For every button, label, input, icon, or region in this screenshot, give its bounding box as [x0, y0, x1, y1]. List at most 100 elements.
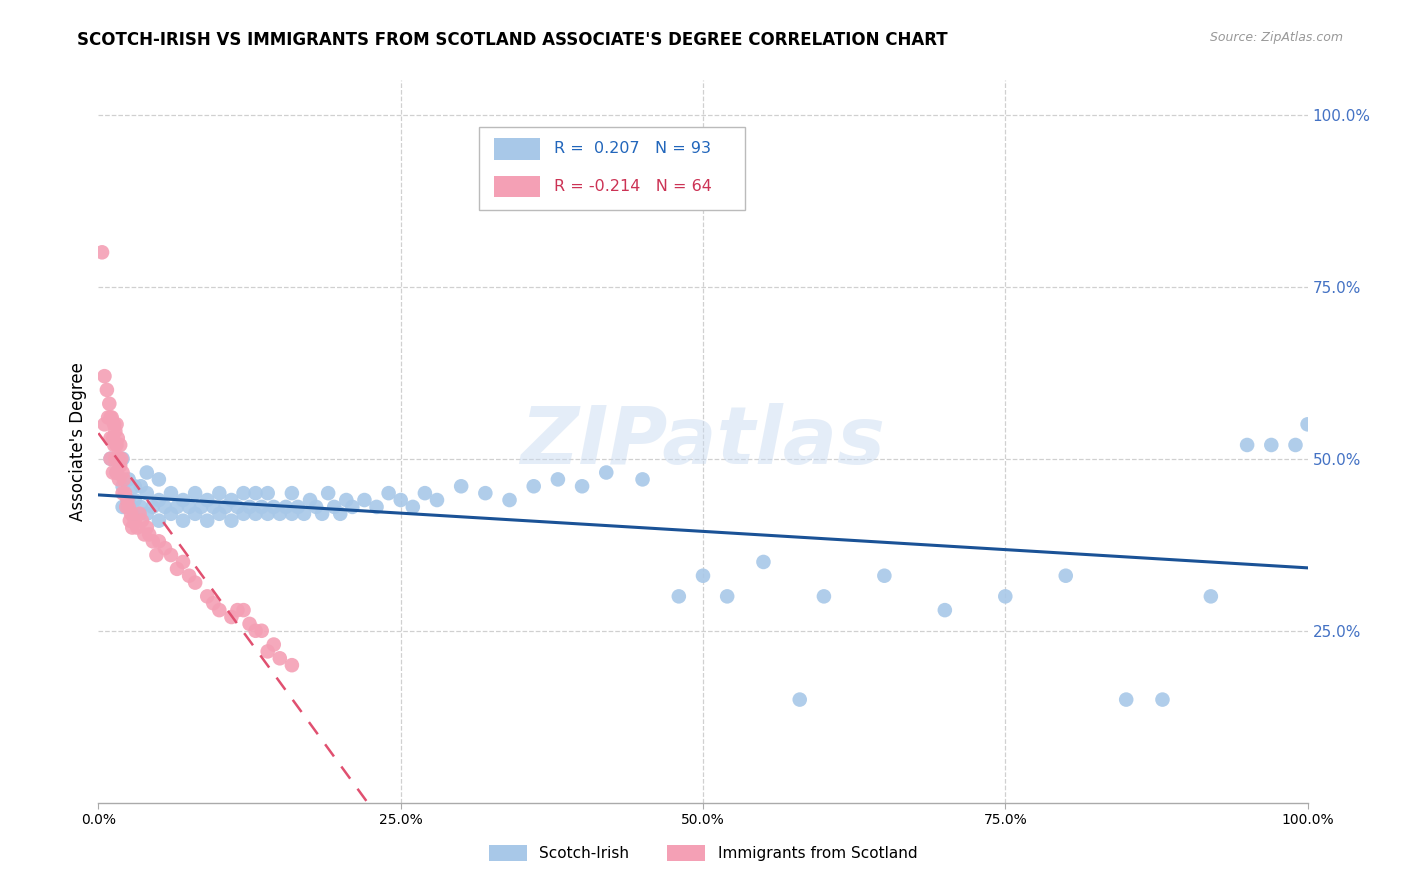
Point — [1296, 417, 1319, 432]
Point — [208, 507, 231, 521]
Point — [413, 486, 436, 500]
Point — [135, 466, 157, 480]
Point — [184, 486, 207, 500]
Point — [172, 555, 194, 569]
Point — [329, 507, 352, 521]
Point — [752, 555, 775, 569]
Point — [668, 590, 690, 604]
Point — [402, 500, 425, 514]
Point — [108, 458, 131, 473]
Point — [110, 451, 132, 466]
Point — [135, 520, 157, 534]
Point — [124, 479, 146, 493]
Point — [117, 493, 139, 508]
Point — [108, 451, 131, 466]
Point — [105, 438, 128, 452]
Point — [221, 493, 243, 508]
Point — [873, 568, 896, 582]
Point — [148, 514, 170, 528]
Point — [179, 500, 201, 514]
Point — [498, 493, 520, 508]
Point — [131, 514, 153, 528]
Point — [595, 466, 617, 480]
Point — [148, 472, 170, 486]
Point — [111, 500, 134, 514]
Point — [269, 507, 291, 521]
Point — [631, 472, 654, 486]
Text: Source: ZipAtlas.com: Source: ZipAtlas.com — [1209, 31, 1343, 45]
Point — [138, 527, 160, 541]
Point — [311, 507, 333, 521]
Point — [195, 493, 218, 508]
Text: SCOTCH-IRISH VS IMMIGRANTS FROM SCOTLAND ASSOCIATE'S DEGREE CORRELATION CHART: SCOTCH-IRISH VS IMMIGRANTS FROM SCOTLAND… — [77, 31, 948, 49]
Point — [108, 472, 131, 486]
Point — [160, 548, 183, 562]
Point — [232, 603, 254, 617]
Point — [323, 500, 346, 514]
Point — [153, 500, 176, 514]
Point — [1115, 692, 1137, 706]
Point — [104, 424, 127, 438]
Point — [263, 500, 285, 514]
Point — [105, 466, 128, 480]
Point — [1199, 590, 1222, 604]
Point — [97, 410, 120, 425]
Point — [547, 472, 569, 486]
Point — [100, 451, 122, 466]
Point — [250, 624, 273, 638]
Point — [148, 493, 170, 508]
Point — [256, 644, 278, 658]
Point — [245, 507, 267, 521]
Point — [1236, 438, 1258, 452]
Point — [100, 410, 122, 425]
Point — [172, 493, 194, 508]
Point — [221, 610, 243, 624]
Point — [523, 479, 546, 493]
Point — [1284, 438, 1306, 452]
Text: R = -0.214   N = 64: R = -0.214 N = 64 — [554, 179, 713, 194]
Point — [389, 493, 412, 508]
Point — [111, 451, 134, 466]
Point — [114, 486, 136, 500]
Point — [263, 638, 285, 652]
Point — [281, 507, 304, 521]
Text: ZIPatlas: ZIPatlas — [520, 402, 886, 481]
Point — [256, 507, 278, 521]
Point — [103, 417, 125, 432]
Point — [269, 651, 291, 665]
Point — [129, 500, 152, 514]
Point — [101, 466, 124, 480]
Point — [108, 438, 131, 452]
Point — [813, 590, 835, 604]
Point — [153, 541, 176, 556]
Point — [716, 590, 738, 604]
Point — [245, 624, 267, 638]
Point — [124, 493, 146, 508]
Point — [127, 520, 149, 534]
Point — [111, 479, 134, 493]
Point — [377, 486, 399, 500]
Point — [91, 245, 114, 260]
Point — [250, 500, 273, 514]
Point — [202, 500, 225, 514]
Point — [450, 479, 472, 493]
Point — [245, 486, 267, 500]
Point — [105, 417, 128, 432]
Point — [214, 500, 236, 514]
Point — [160, 507, 183, 521]
Point — [128, 507, 150, 521]
Point — [287, 500, 309, 514]
Point — [111, 466, 134, 480]
Point — [100, 431, 122, 445]
Point — [124, 507, 146, 521]
Point — [934, 603, 956, 617]
Point — [179, 568, 201, 582]
FancyBboxPatch shape — [494, 176, 540, 197]
Point — [135, 486, 157, 500]
Point — [335, 493, 357, 508]
Point — [202, 596, 225, 610]
Point — [111, 486, 134, 500]
Point — [1054, 568, 1077, 582]
Point — [426, 493, 449, 508]
Legend: Scotch-Irish, Immigrants from Scotland: Scotch-Irish, Immigrants from Scotland — [482, 839, 924, 867]
